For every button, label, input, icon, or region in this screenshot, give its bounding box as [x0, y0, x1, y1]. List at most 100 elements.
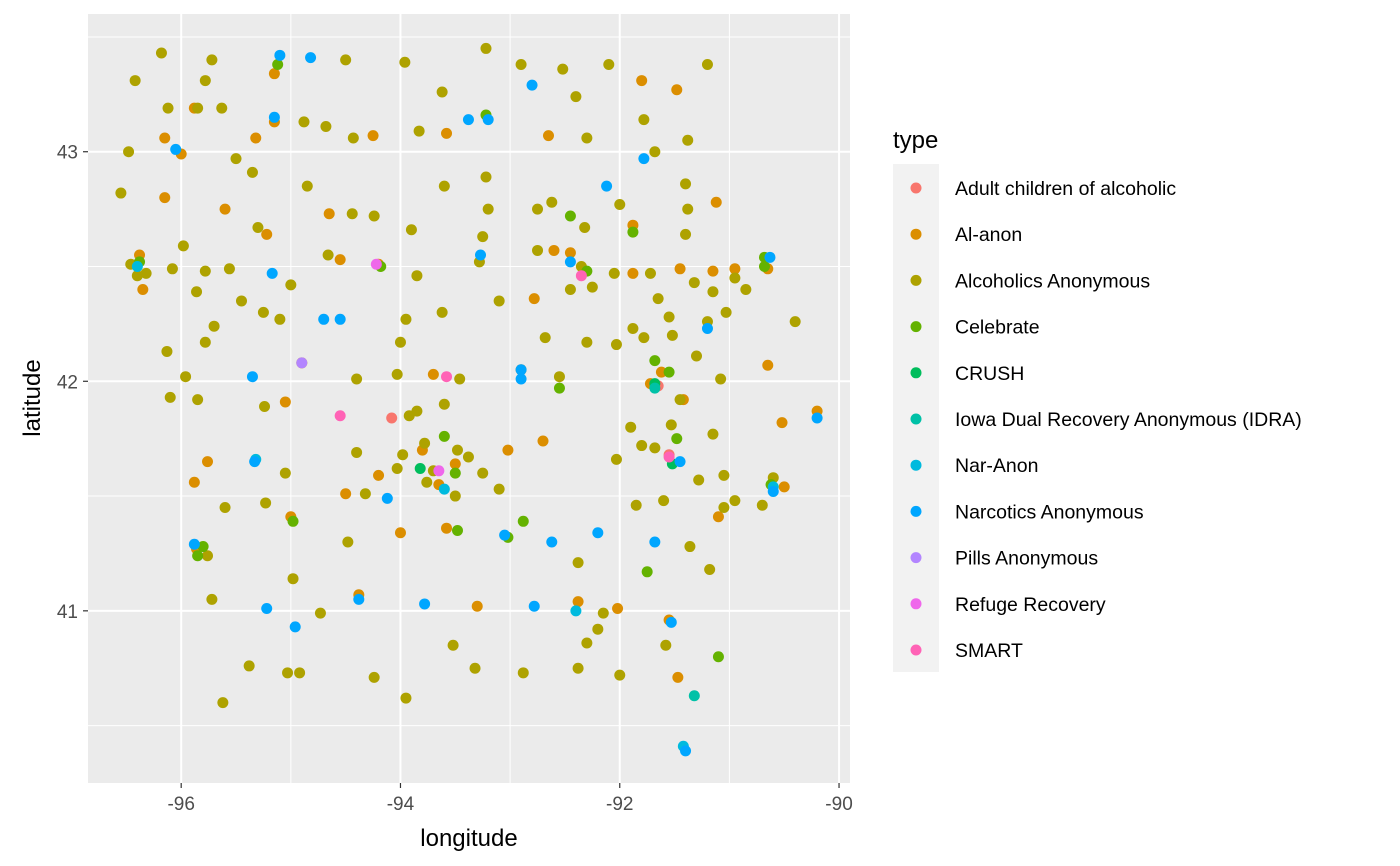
legend-label: Celebrate — [955, 317, 1040, 339]
data-point — [351, 446, 363, 458]
data-point — [712, 651, 724, 663]
data-point — [665, 616, 677, 628]
data-point — [674, 456, 686, 468]
data-point — [433, 465, 445, 477]
data-point — [334, 254, 346, 266]
data-point — [279, 396, 291, 408]
data-point — [710, 196, 722, 208]
data-point — [655, 366, 667, 378]
data-point — [266, 267, 278, 279]
y-axis-title: latitude — [19, 359, 46, 436]
data-point — [199, 75, 211, 87]
data-point — [441, 127, 453, 139]
legend-key — [910, 228, 922, 240]
data-point — [298, 116, 310, 128]
legend-title: type — [893, 127, 938, 154]
data-point — [449, 490, 461, 502]
data-point — [400, 313, 412, 325]
data-point — [170, 143, 182, 155]
legend-key — [910, 644, 922, 656]
data-point — [250, 132, 262, 144]
data-point — [682, 203, 694, 215]
data-point — [159, 132, 171, 144]
data-point — [322, 249, 334, 261]
data-point — [579, 221, 591, 233]
data-point — [268, 68, 280, 80]
data-point — [246, 166, 258, 178]
data-point — [462, 114, 474, 126]
data-point — [581, 132, 593, 144]
data-point — [564, 247, 576, 259]
data-point — [701, 59, 713, 71]
data-point — [570, 91, 582, 103]
data-point — [729, 263, 741, 275]
y-axis-ticks: 41 42 43 — [57, 143, 88, 623]
data-point — [438, 483, 450, 495]
data-point — [451, 524, 463, 536]
data-point — [688, 690, 700, 702]
legend-label: Nar-Anon — [955, 455, 1038, 477]
legend-items: Adult children of alcoholic Al-anon Alcoho… — [910, 178, 1302, 662]
legend-key — [910, 182, 922, 194]
data-point — [246, 371, 258, 383]
y-tick-label: 43 — [57, 143, 78, 164]
data-point — [515, 364, 527, 376]
data-point — [649, 536, 661, 548]
data-point — [289, 621, 301, 633]
data-point — [627, 322, 639, 334]
data-point — [557, 63, 569, 75]
data-point — [603, 59, 615, 71]
data-point — [441, 522, 453, 534]
data-point — [197, 541, 209, 553]
data-point — [493, 483, 505, 495]
data-point — [707, 265, 719, 277]
data-point — [394, 527, 406, 539]
legend-key — [910, 552, 922, 564]
data-point — [219, 203, 231, 215]
data-point — [764, 251, 776, 263]
data-point — [625, 421, 637, 433]
data-point — [320, 120, 332, 132]
data-point — [199, 265, 211, 277]
data-point — [351, 373, 363, 385]
data-point — [115, 187, 127, 199]
data-point — [469, 662, 481, 674]
data-point — [140, 267, 152, 279]
data-point — [436, 306, 448, 318]
grid-major — [88, 14, 850, 783]
data-point — [663, 451, 675, 463]
data-point — [199, 336, 211, 348]
data-point — [202, 550, 214, 562]
data-point — [243, 660, 255, 672]
legend-label: Adult children of alcoholic — [955, 178, 1176, 200]
data-point — [553, 382, 565, 394]
data-point — [542, 130, 554, 142]
legend-key — [910, 321, 922, 333]
data-point — [641, 566, 653, 578]
data-point — [386, 412, 398, 424]
legend-label: SMART — [955, 640, 1023, 662]
grid-minor — [88, 14, 850, 783]
data-point — [347, 132, 359, 144]
data-point — [652, 293, 664, 305]
data-point — [301, 180, 313, 192]
data-point — [314, 607, 326, 619]
data-point — [367, 130, 379, 142]
data-point — [627, 267, 639, 279]
data-point — [517, 667, 529, 679]
data-point — [674, 394, 686, 406]
data-point — [287, 515, 299, 527]
data-point — [729, 272, 741, 284]
data-point — [660, 639, 672, 651]
data-point — [610, 453, 622, 465]
data-point — [564, 283, 576, 295]
data-point — [649, 355, 661, 367]
data-point — [528, 293, 540, 305]
data-point — [192, 394, 204, 406]
data-point — [447, 639, 459, 651]
data-point — [334, 313, 346, 325]
legend-label: Iowa Dual Recovery Anonymous (IDRA) — [955, 409, 1302, 431]
data-point — [499, 529, 511, 541]
data-point — [718, 502, 730, 514]
